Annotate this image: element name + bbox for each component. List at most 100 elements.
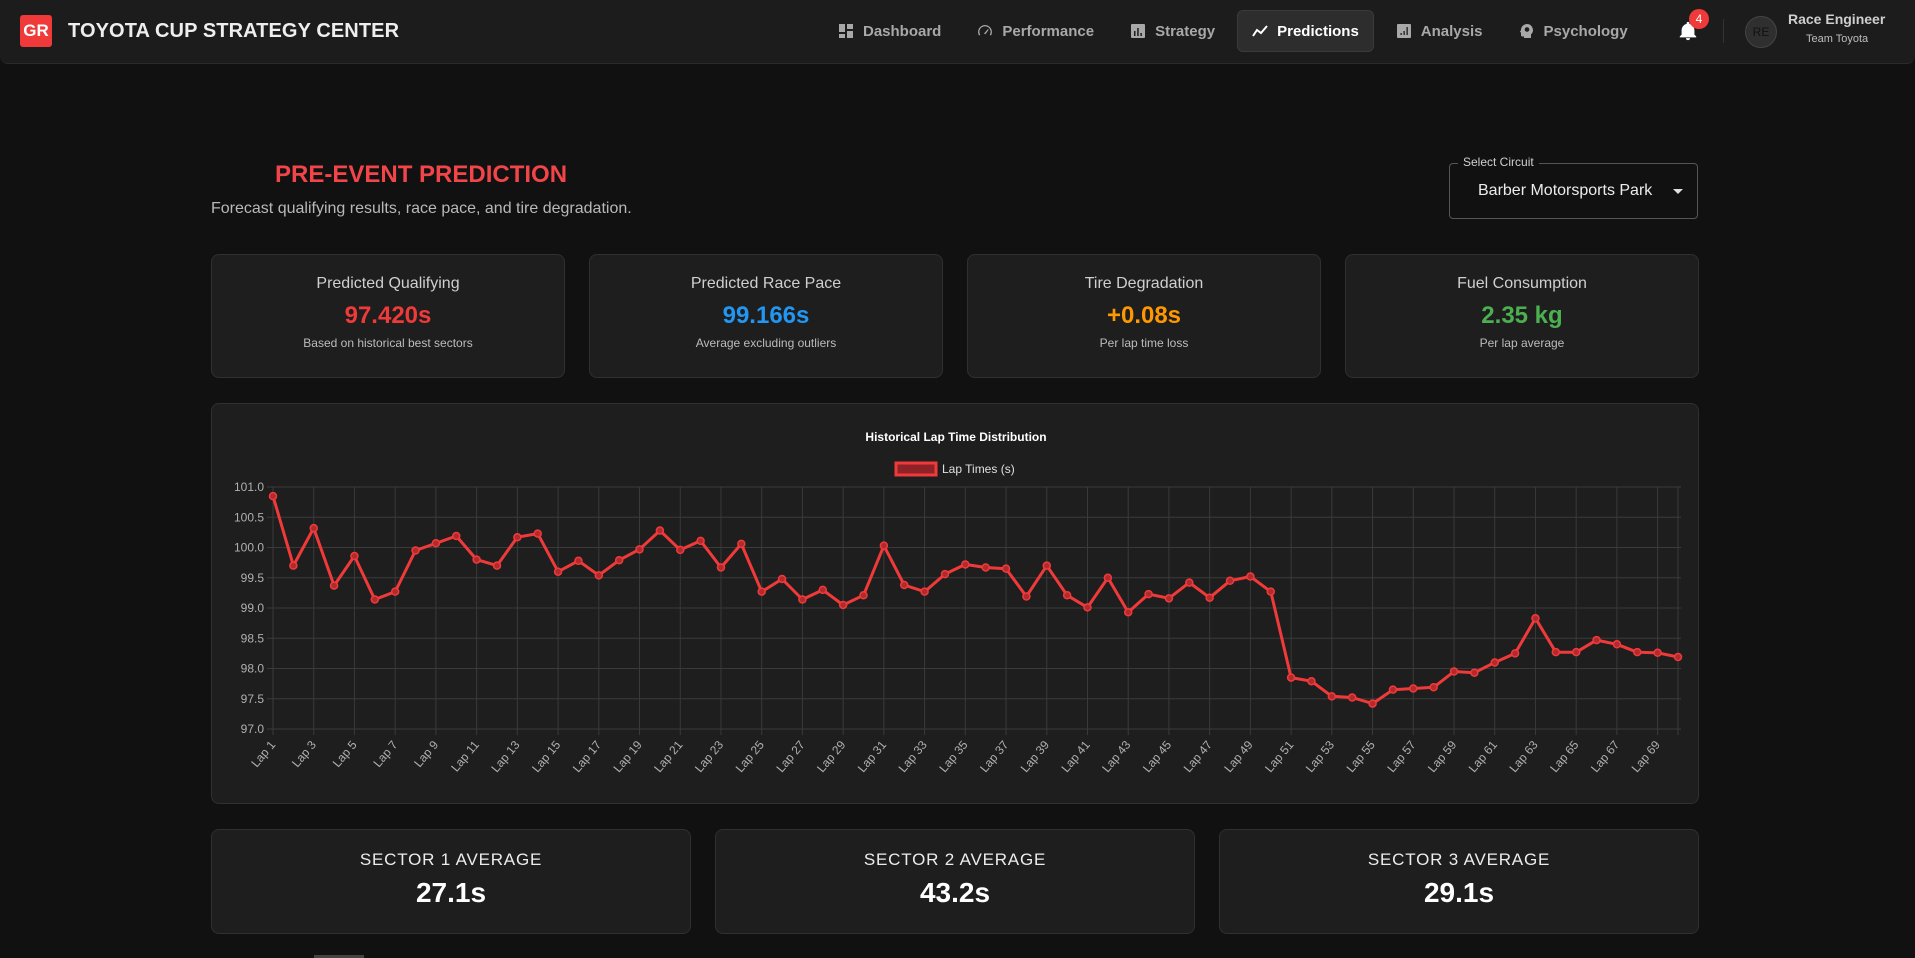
data-point-62[interactable] (1510, 649, 1520, 658)
data-point-22[interactable] (696, 536, 705, 546)
sector-2-card: SECTOR 2 AVERAGE 43.2s (715, 829, 1195, 934)
data-point-11[interactable] (472, 555, 481, 564)
data-point-56[interactable] (1388, 685, 1398, 694)
y-tick-label: 101.0 (234, 480, 264, 494)
x-tick-label: Lap 11 (448, 738, 482, 775)
data-point-21[interactable] (675, 545, 685, 555)
data-point-48[interactable] (1225, 576, 1235, 586)
data-point-37[interactable] (1001, 564, 1011, 573)
data-point-61[interactable] (1490, 658, 1499, 667)
data-point-40[interactable] (1062, 591, 1072, 600)
data-point-70[interactable] (1673, 652, 1683, 662)
data-point-4[interactable] (329, 581, 339, 590)
data-point-68[interactable] (1633, 647, 1642, 657)
nav-strategy-label: Strategy (1155, 22, 1216, 40)
horizontal-scrollbar[interactable] (314, 955, 364, 958)
x-tick-label: Lap 63 (1506, 738, 1541, 775)
data-point-30[interactable] (859, 591, 868, 600)
data-point-6[interactable] (370, 595, 380, 604)
data-point-67[interactable] (1612, 640, 1622, 649)
data-point-60[interactable] (1470, 668, 1479, 677)
gr-logo[interactable]: GR (20, 15, 52, 47)
data-point-32[interactable] (899, 580, 909, 590)
data-point-49[interactable] (1246, 572, 1255, 581)
data-point-53[interactable] (1327, 692, 1337, 701)
kpi-card-qualifying: Predicted Qualifying 97.420s Based on hi… (211, 254, 565, 378)
circuit-select[interactable]: Select Circuit Barber Motorsports Park (1449, 155, 1698, 219)
data-point-52[interactable] (1307, 676, 1316, 686)
nav-dashboard[interactable]: Dashboard (824, 10, 955, 52)
data-point-25[interactable] (757, 587, 766, 596)
data-point-39[interactable] (1042, 561, 1052, 570)
data-point-45[interactable] (1164, 594, 1174, 603)
nav-psychology[interactable]: Psychology (1505, 10, 1642, 52)
data-point-27[interactable] (798, 595, 807, 604)
nav-strategy[interactable]: Strategy (1116, 10, 1229, 52)
data-point-16[interactable] (574, 556, 583, 566)
data-point-44[interactable] (1144, 589, 1153, 599)
data-point-47[interactable] (1205, 593, 1214, 602)
data-point-31[interactable] (879, 541, 889, 550)
data-point-2[interactable] (289, 561, 298, 570)
nav-analysis[interactable]: Analysis (1382, 10, 1497, 52)
data-point-59[interactable] (1449, 667, 1459, 676)
data-point-42[interactable] (1103, 573, 1113, 582)
data-point-12[interactable] (492, 561, 502, 570)
nav-analysis-label: Analysis (1420, 22, 1483, 40)
x-tick-label: Lap 51 (1262, 738, 1297, 775)
data-point-15[interactable] (553, 567, 563, 576)
x-tick-label: Lap 3 (289, 738, 319, 770)
user-avatar[interactable]: RE (1745, 16, 1777, 48)
data-point-50[interactable] (1266, 587, 1276, 596)
data-point-1[interactable] (268, 491, 278, 501)
data-point-57[interactable] (1409, 684, 1418, 693)
data-point-35[interactable] (961, 560, 970, 569)
data-point-36[interactable] (981, 563, 990, 572)
nav-predictions[interactable]: Predictions (1237, 10, 1374, 52)
data-point-64[interactable] (1551, 647, 1561, 657)
data-point-54[interactable] (1347, 693, 1357, 702)
data-point-58[interactable] (1429, 683, 1438, 692)
y-tick-label: 99.0 (241, 601, 265, 615)
nav-performance[interactable]: Performance (963, 10, 1108, 52)
x-tick-label: Lap 27 (773, 738, 808, 775)
legend-swatch[interactable] (894, 461, 938, 477)
data-point-7[interactable] (390, 587, 400, 596)
data-point-23[interactable] (716, 563, 726, 572)
data-point-14[interactable] (533, 529, 542, 538)
data-point-38[interactable] (1022, 592, 1031, 601)
data-point-10[interactable] (452, 531, 461, 541)
data-point-65[interactable] (1571, 647, 1581, 657)
sector-3-card: SECTOR 3 AVERAGE 29.1s (1219, 829, 1699, 934)
trending-line-icon (1252, 25, 1268, 37)
data-point-9[interactable] (431, 539, 441, 548)
data-point-24[interactable] (737, 539, 746, 549)
data-point-19[interactable] (635, 545, 644, 554)
data-point-41[interactable] (1083, 603, 1092, 612)
data-point-5[interactable] (350, 551, 359, 561)
data-point-28[interactable] (818, 585, 828, 595)
speedometer-icon (978, 25, 993, 36)
legend-label[interactable]: Lap Times (s) (942, 462, 1015, 476)
data-point-66[interactable] (1592, 635, 1601, 645)
data-point-8[interactable] (411, 546, 420, 555)
x-tick-label: Lap 19 (611, 738, 646, 775)
data-point-18[interactable] (614, 555, 624, 565)
data-point-51[interactable] (1286, 673, 1296, 682)
data-point-46[interactable] (1185, 578, 1194, 587)
data-point-34[interactable] (940, 569, 950, 579)
data-point-43[interactable] (1123, 607, 1133, 617)
data-point-17[interactable] (594, 571, 604, 580)
data-point-26[interactable] (777, 574, 787, 584)
data-point-13[interactable] (513, 532, 522, 542)
data-point-29[interactable] (838, 600, 848, 610)
x-tick-label: Lap 5 (330, 738, 360, 770)
data-point-69[interactable] (1653, 648, 1662, 658)
data-point-3[interactable] (309, 523, 318, 533)
data-point-63[interactable] (1531, 614, 1540, 623)
data-point-33[interactable] (920, 587, 929, 596)
x-tick-label: Lap 65 (1547, 738, 1582, 775)
data-point-20[interactable] (655, 526, 665, 535)
page-title: PRE-EVENT PREDICTION (275, 161, 568, 188)
data-point-55[interactable] (1368, 699, 1377, 708)
